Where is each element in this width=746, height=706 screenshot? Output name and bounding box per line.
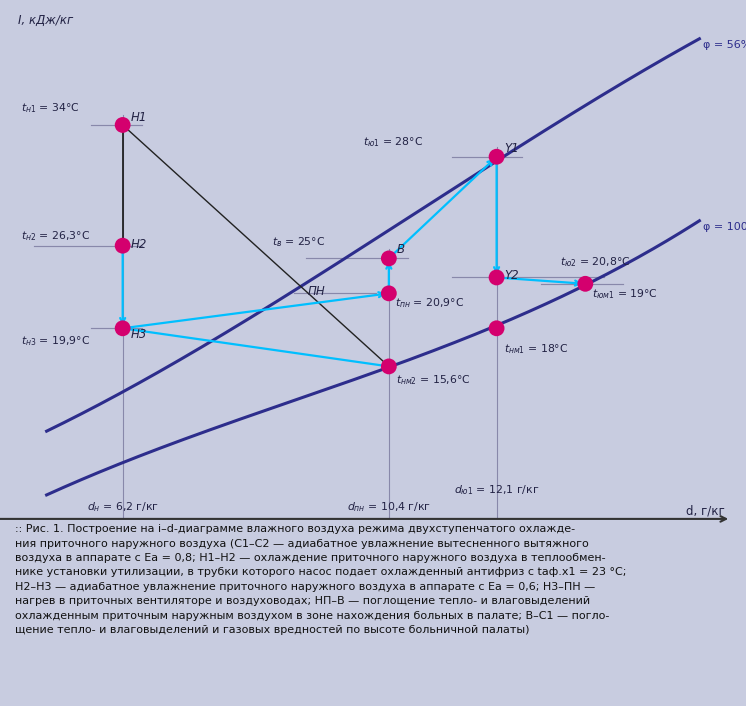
Text: φ = 100%: φ = 100% [703, 222, 746, 232]
Text: Y2: Y2 [504, 269, 518, 282]
Text: $d_{пн}$ = 10,4 г/кг: $d_{пн}$ = 10,4 г/кг [347, 500, 431, 514]
Text: $t_{пн}$ = 20,9°C: $t_{пн}$ = 20,9°C [395, 297, 464, 311]
Text: Y1: Y1 [504, 142, 518, 155]
Text: $t_{ю1}$ = 28°C: $t_{ю1}$ = 28°C [363, 136, 424, 149]
Text: I, кДж/кг: I, кДж/кг [18, 14, 73, 27]
Point [116, 323, 128, 334]
Point [580, 278, 592, 289]
Text: d, г/кг: d, г/кг [686, 504, 725, 517]
Point [116, 240, 128, 251]
Text: H3: H3 [131, 328, 147, 341]
Text: $t_{н2}$ = 26,3°C: $t_{н2}$ = 26,3°C [21, 229, 90, 243]
Text: $t_{юм1}$ = 19°C: $t_{юм1}$ = 19°C [592, 287, 657, 301]
Text: H2: H2 [131, 238, 147, 251]
Text: $d_{ю1}$ = 12,1 г/кг: $d_{ю1}$ = 12,1 г/кг [454, 483, 539, 497]
Point [491, 272, 503, 283]
Text: $d_{н}$ = 6,2 г/кг: $d_{н}$ = 6,2 г/кг [87, 500, 159, 514]
Text: $t_{нм1}$ = 18°C: $t_{нм1}$ = 18°C [504, 342, 568, 356]
Point [491, 323, 503, 334]
Text: H1: H1 [131, 111, 147, 124]
Text: φ = 56%: φ = 56% [703, 40, 746, 50]
Text: ПН: ПН [307, 285, 325, 298]
Point [383, 253, 395, 264]
Text: :: Рис. 1. Построение на i–d-диаграмме влажного воздуха режима двухступенчатого : :: Рис. 1. Построение на i–d-диаграмме в… [15, 525, 626, 635]
Text: $t_{в}$ = 25°C: $t_{в}$ = 25°C [272, 235, 325, 249]
Text: $t_{н3}$ = 19,9°C: $t_{н3}$ = 19,9°C [21, 335, 90, 349]
Point [383, 288, 395, 299]
Text: $t_{ю2}$ = 20,8°C: $t_{ю2}$ = 20,8°C [560, 256, 630, 269]
Point [116, 119, 128, 131]
Point [383, 361, 395, 372]
Text: $t_{нм2}$ = 15,6°C: $t_{нм2}$ = 15,6°C [396, 373, 471, 387]
Point [491, 151, 503, 162]
Text: $t_{н1}$ = 34°C: $t_{н1}$ = 34°C [21, 102, 80, 115]
Text: B: B [396, 244, 404, 256]
